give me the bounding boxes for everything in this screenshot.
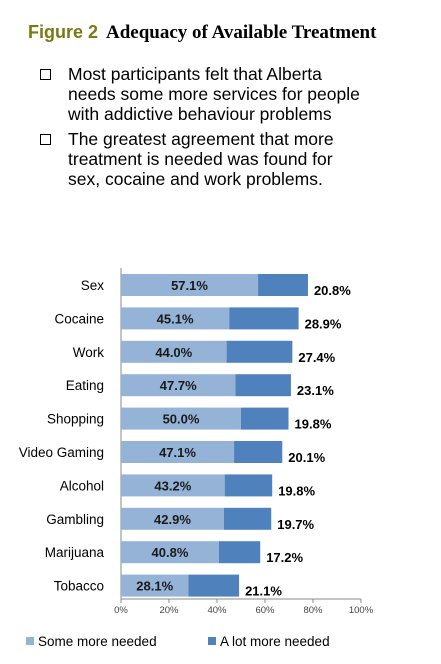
category-label: Cocaine	[54, 311, 104, 326]
square-bullet-icon	[40, 134, 51, 145]
x-tick-label: 40%	[207, 605, 227, 616]
bar-a-lot-more-needed	[235, 374, 291, 397]
bar-some-more-needed	[121, 574, 189, 597]
bar-a-lot-more-needed	[224, 474, 273, 497]
bar-some-more-needed	[121, 441, 235, 463]
bar-some-more-needed	[121, 407, 241, 430]
figure-label: Figure 2	[28, 22, 99, 42]
bullet-item: Most participants felt that Alberta need…	[40, 64, 440, 124]
bullet-list: Most participants felt that Alberta need…	[40, 64, 440, 194]
bar-some-more-needed	[121, 340, 227, 363]
data-label-a-lot-more: 20.1%	[288, 450, 325, 465]
data-label-some-more: 40.8%	[152, 545, 189, 560]
data-label-a-lot-more: 21.1%	[245, 584, 282, 599]
category-label: Work	[73, 345, 105, 360]
x-tick-label: 80%	[303, 605, 323, 616]
data-label-a-lot-more: 23.1%	[297, 383, 334, 398]
data-label-some-more: 28.1%	[136, 579, 173, 594]
category-label: Video Gaming	[19, 445, 104, 460]
bar-a-lot-more-needed	[223, 507, 272, 530]
bullet-text: The greatest agreement that more treatme…	[68, 129, 334, 189]
category-label: Eating	[66, 378, 104, 393]
figure-title: Figure 2 Adequacy of Available Treatment	[28, 22, 376, 44]
data-label-some-more: 47.7%	[160, 378, 197, 393]
bar-a-lot-more-needed	[234, 441, 283, 463]
bar-some-more-needed	[121, 507, 224, 530]
legend-label: A lot more needed	[220, 634, 330, 649]
data-label-a-lot-more: 27.4%	[298, 350, 335, 365]
bar-a-lot-more-needed	[258, 274, 308, 296]
data-label-some-more: 43.2%	[154, 478, 191, 493]
bar-some-more-needed	[121, 274, 259, 296]
bullet-item: The greatest agreement that more treatme…	[40, 129, 440, 189]
figure-title-text: Adequacy of Available Treatment	[106, 22, 377, 43]
bar-a-lot-more-needed	[188, 574, 240, 597]
data-label-some-more: 42.9%	[154, 512, 191, 527]
data-label-a-lot-more: 28.9%	[305, 316, 342, 331]
data-label-a-lot-more: 17.2%	[266, 550, 303, 565]
category-label: Shopping	[47, 412, 104, 427]
x-tick-label: 100%	[349, 605, 374, 616]
category-label: Gambling	[46, 512, 104, 527]
x-tick-label: 0%	[114, 605, 128, 616]
data-label-some-more: 47.1%	[159, 445, 196, 460]
bar-a-lot-more-needed	[218, 541, 261, 564]
data-label-some-more: 45.1%	[157, 311, 194, 326]
data-label-some-more: 57.1%	[171, 278, 208, 293]
category-label: Sex	[81, 278, 105, 293]
legend-swatch	[26, 637, 34, 645]
bullet-text: Most participants felt that Alberta need…	[68, 64, 360, 124]
x-tick-label: 20%	[159, 605, 179, 616]
category-label: Tobacco	[54, 579, 104, 594]
x-tick-label: 60%	[255, 605, 275, 616]
category-label: Marijuana	[45, 545, 105, 560]
bar-a-lot-more-needed	[229, 307, 299, 330]
bar-a-lot-more-needed	[226, 340, 293, 363]
bar-some-more-needed	[121, 374, 236, 397]
square-bullet-icon	[40, 69, 51, 80]
legend-swatch	[208, 637, 216, 645]
bar-a-lot-more-needed	[241, 407, 289, 430]
data-label-a-lot-more: 19.8%	[278, 483, 315, 498]
data-label-a-lot-more: 19.7%	[277, 517, 314, 532]
data-label-some-more: 44.0%	[155, 345, 192, 360]
bar-some-more-needed	[121, 474, 225, 497]
data-label-a-lot-more: 20.8%	[314, 283, 351, 298]
legend-label: Some more needed	[38, 634, 157, 649]
data-label-a-lot-more: 19.8%	[295, 417, 332, 432]
bar-some-more-needed	[121, 307, 230, 330]
category-label: Alcohol	[60, 478, 104, 493]
bar-some-more-needed	[121, 541, 219, 564]
data-label-some-more: 50.0%	[163, 412, 200, 427]
